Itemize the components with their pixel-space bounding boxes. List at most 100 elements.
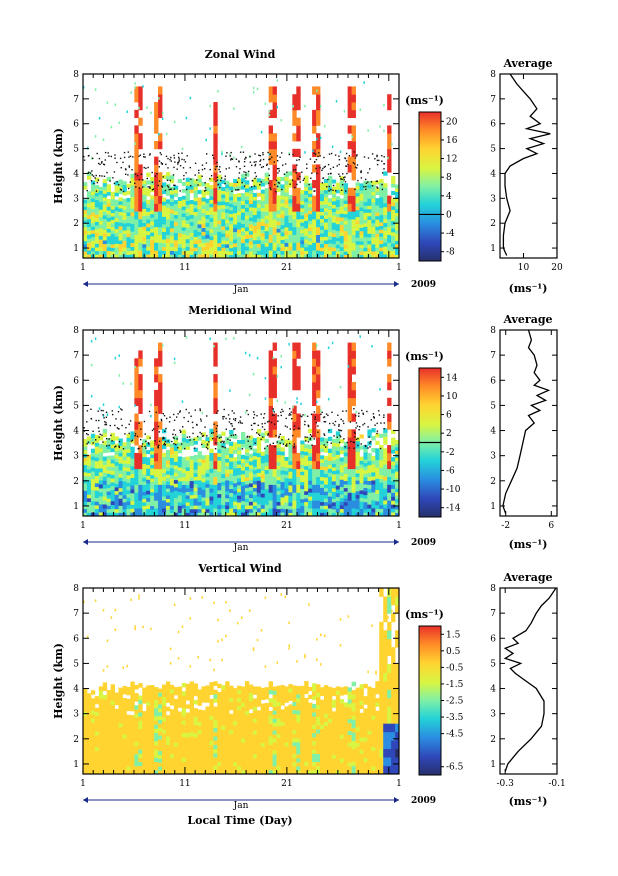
heatmap-cell (213, 484, 218, 493)
heatmap-cell (316, 405, 321, 414)
heatmap-cell (146, 512, 151, 517)
heatmap-cell (213, 195, 218, 204)
heatmap-cell (233, 194, 238, 199)
heatmap-cell (379, 493, 384, 498)
heatmap-cell (213, 180, 218, 189)
heatmap-speck (90, 395, 93, 398)
heatmap-cell (272, 460, 277, 470)
heatmap-cell (343, 512, 349, 517)
heatmap-speck (158, 97, 160, 100)
heatmap-cell (335, 196, 341, 201)
speckle (254, 177, 256, 180)
heatmap-cell (193, 483, 198, 488)
heatmap-cell (217, 231, 222, 236)
heatmap-cell (114, 236, 119, 241)
speckle (329, 422, 331, 425)
heatmap-cell (209, 214, 214, 219)
heatmap-cell (241, 485, 246, 490)
heatmap-cell (308, 200, 313, 204)
heatmap-cell (142, 742, 147, 747)
heatmap-cell (169, 478, 175, 483)
heatmap-cell (375, 500, 380, 506)
heatmap-cell (209, 468, 214, 473)
heatmap-cell (201, 220, 206, 225)
heatmap-cell (118, 498, 123, 503)
heatmap-cell (173, 221, 179, 226)
heatmap-cell (209, 488, 214, 493)
heatmap-cell (387, 342, 392, 351)
speckle (273, 411, 275, 413)
heatmap-speck (126, 664, 128, 668)
speckle (215, 442, 217, 444)
heatmap-speck (102, 414, 105, 418)
heatmap-cell (205, 483, 210, 488)
heatmap-cell (320, 480, 325, 485)
heatmap-cell (335, 450, 341, 455)
heatmap-cell (134, 697, 139, 702)
heatmap-cell (304, 224, 309, 229)
profile-y-tick-label: 3 (490, 452, 496, 462)
speckle (187, 420, 189, 423)
heatmap-cell (142, 711, 147, 716)
heatmap-cell (165, 207, 171, 212)
heatmap-cell (300, 236, 305, 241)
heatmap-cell (122, 247, 127, 252)
heatmap-cell (280, 221, 285, 226)
heatmap-cell (158, 715, 163, 720)
speckle (164, 440, 167, 443)
heatmap-cell (130, 748, 135, 754)
heatmap-cell (288, 443, 293, 448)
speckle (253, 185, 256, 187)
heatmap-cell (118, 715, 123, 720)
heatmap-cell (83, 715, 88, 720)
heatmap-cell (102, 225, 108, 230)
speckle (328, 190, 330, 192)
heatmap-cell (173, 508, 179, 513)
heatmap-speck (264, 102, 267, 105)
heatmap-speck (339, 385, 342, 389)
heatmap-cell (98, 452, 104, 457)
heatmap-cell (237, 185, 242, 190)
profile-line (502, 329, 551, 514)
heatmap-cell (256, 239, 262, 244)
heatmap-cell (146, 745, 151, 751)
speckle (260, 166, 263, 169)
heatmap-cell (118, 200, 123, 205)
speckle (293, 447, 295, 449)
heatmap-cell (150, 235, 155, 240)
heatmap-cell (316, 234, 321, 243)
speckle (360, 171, 362, 173)
heatmap-cell (335, 469, 341, 475)
heatmap-cell (268, 211, 273, 220)
heatmap-cell (327, 231, 333, 236)
heatmap-cell (264, 504, 270, 509)
heatmap-cell (308, 456, 313, 461)
heatmap-cell (94, 501, 100, 506)
heatmap-cell (169, 450, 175, 455)
heatmap-cell (193, 190, 198, 195)
speckle (255, 175, 257, 178)
heatmap-cell (102, 508, 108, 513)
speckle (216, 161, 218, 164)
heatmap-cell (169, 216, 175, 221)
heatmap-cell (237, 221, 242, 226)
heatmap-cell (256, 504, 262, 509)
heatmap-cell (169, 461, 175, 465)
heatmap-cell (165, 456, 171, 461)
heatmap-cell (395, 464, 400, 469)
heatmap-cell (276, 447, 281, 452)
heatmap-cell (241, 512, 246, 517)
heatmap-cell (173, 461, 179, 466)
heatmap-cell (146, 757, 151, 763)
heatmap-cell (264, 211, 270, 216)
speckle (299, 175, 301, 178)
heatmap-cell (110, 737, 115, 742)
heatmap-cell (280, 474, 285, 479)
heatmap-cell (185, 192, 191, 198)
heatmap-speck (165, 132, 168, 136)
heatmap-cell (94, 731, 100, 736)
heatmap-cell (395, 502, 400, 507)
heatmap-cell (331, 229, 337, 234)
heatmap-cell (343, 487, 349, 492)
heatmap-cell (225, 184, 230, 189)
